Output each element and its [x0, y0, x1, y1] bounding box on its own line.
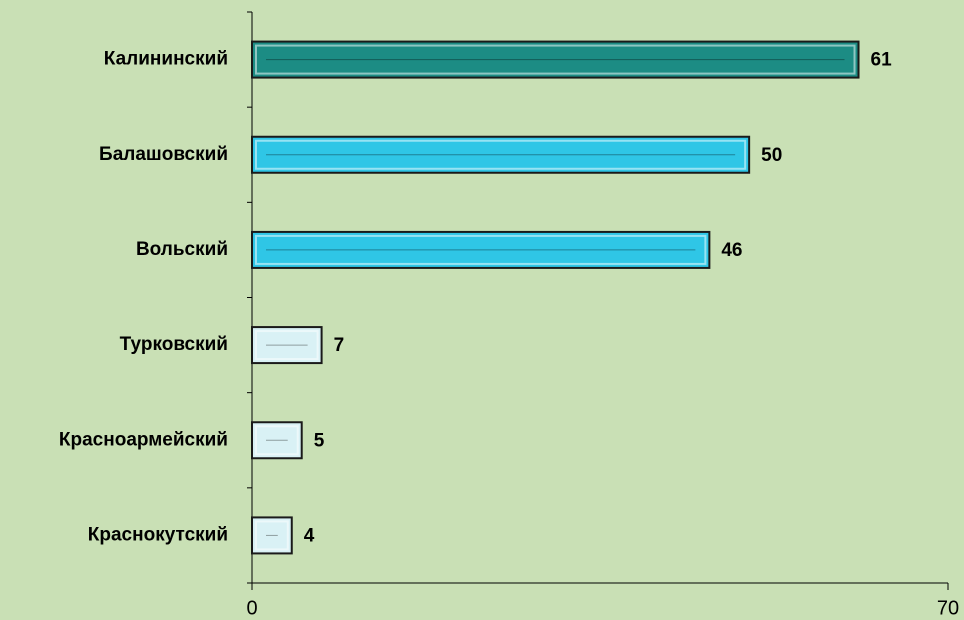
bar	[251, 516, 293, 555]
bar-bevel	[255, 234, 707, 265]
bar-bevel	[255, 425, 299, 456]
bar	[251, 135, 751, 174]
bar-bevel	[255, 330, 319, 361]
value-label: 4	[304, 525, 315, 546]
bar-bevel	[255, 44, 856, 75]
y-tick-label: Турковский	[120, 334, 228, 355]
bar	[251, 326, 323, 365]
value-label: 7	[334, 335, 345, 356]
value-label: 50	[761, 145, 782, 166]
value-label: 5	[314, 430, 325, 451]
value-label: 46	[721, 240, 742, 261]
bar	[251, 40, 860, 79]
bar-bevel	[255, 139, 747, 170]
y-tick-label: Красноармейский	[59, 429, 228, 450]
y-tick-label: Краснокутский	[88, 524, 228, 545]
y-tick-label: Вольский	[136, 239, 228, 260]
bar	[251, 421, 303, 460]
bar	[251, 230, 711, 269]
bar-bevel	[255, 520, 289, 551]
y-tick-label: Балашовский	[99, 144, 228, 165]
x-tick-label: 0	[246, 597, 257, 619]
x-tick-label: 70	[937, 597, 959, 619]
y-tick-label: Калининский	[104, 49, 228, 70]
value-label: 61	[871, 50, 893, 71]
